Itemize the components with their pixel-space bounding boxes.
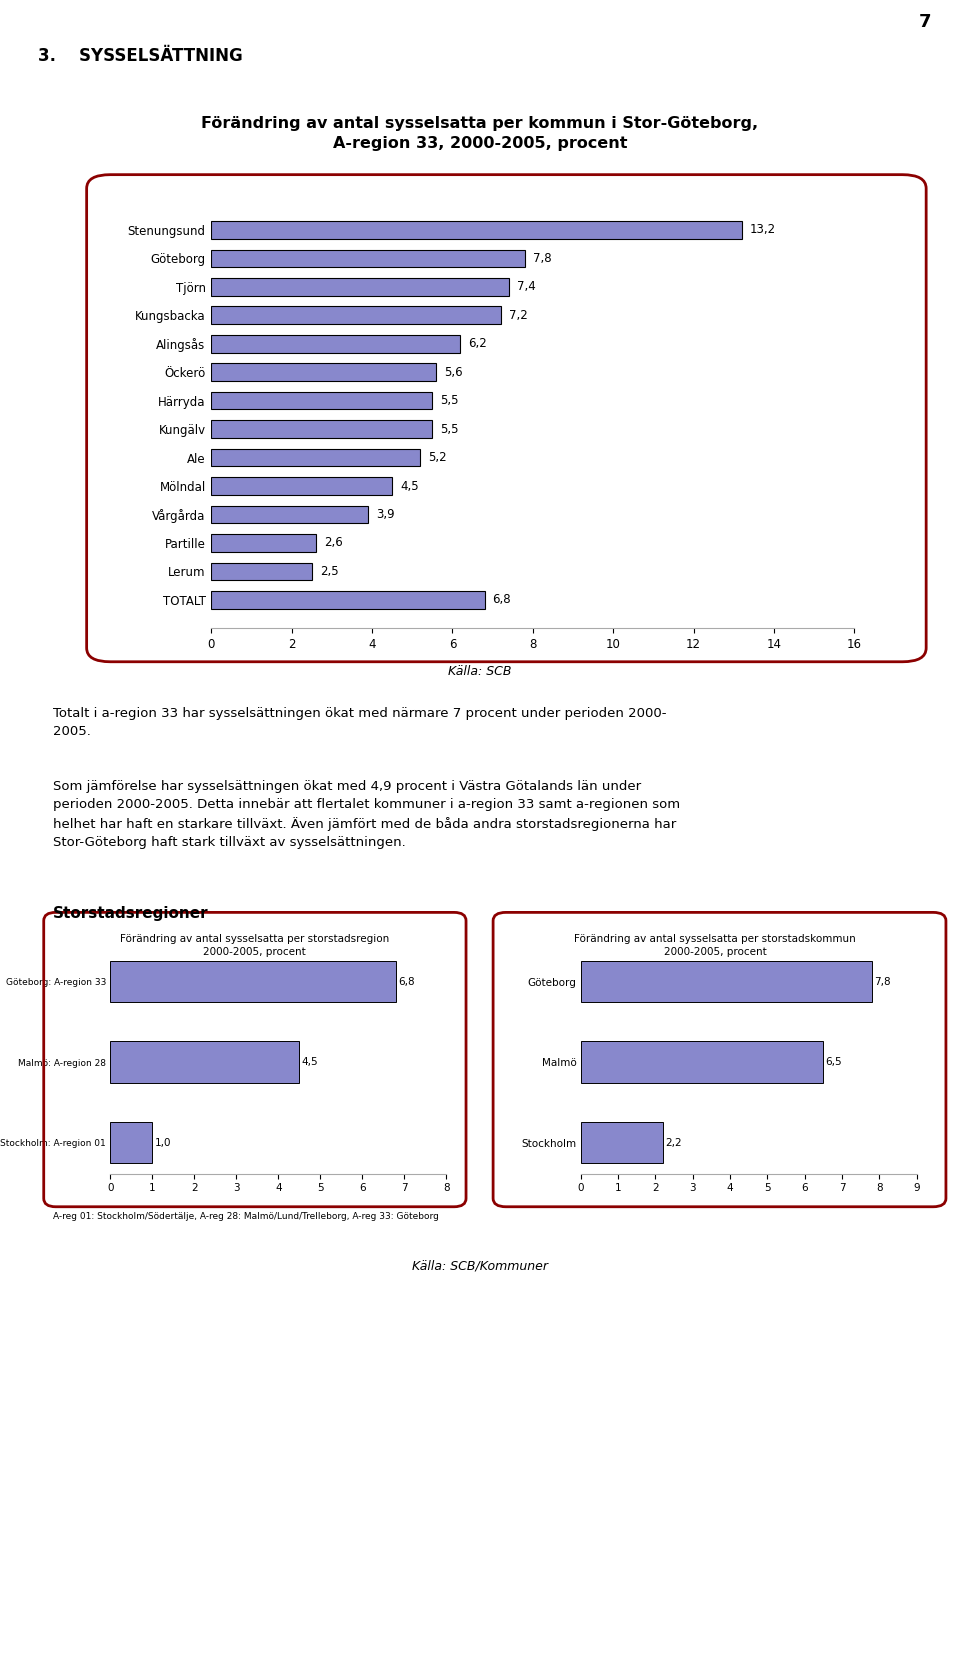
Text: 2,2: 2,2	[665, 1137, 682, 1147]
Text: 6,2: 6,2	[468, 337, 488, 350]
Text: 2,5: 2,5	[320, 565, 338, 579]
Text: 7,8: 7,8	[533, 251, 551, 264]
Text: Förändring av antal sysselsatta per storstadsregion
2000-2005, procent: Förändring av antal sysselsatta per stor…	[120, 934, 389, 957]
Bar	[211, 250, 525, 268]
Text: 6,8: 6,8	[398, 977, 415, 987]
Bar	[211, 222, 742, 238]
Bar	[211, 448, 420, 466]
Bar	[211, 420, 432, 438]
Text: Förändring av antal sysselsatta per kommun i Stor-Göteborg,
A-region 33, 2000-20: Förändring av antal sysselsatta per komm…	[202, 116, 758, 150]
Bar	[211, 364, 436, 382]
Text: 5,2: 5,2	[428, 451, 447, 464]
Bar	[211, 392, 432, 410]
Bar	[211, 336, 461, 352]
Bar	[581, 1041, 824, 1083]
Text: 6,5: 6,5	[826, 1056, 842, 1068]
Text: Källa: SCB: Källa: SCB	[448, 665, 512, 678]
Text: 1,0: 1,0	[155, 1137, 172, 1147]
Text: 6,8: 6,8	[492, 593, 512, 607]
Bar	[211, 306, 501, 324]
Text: Som jämförelse har sysselsättningen ökat med 4,9 procent i Västra Götalands län : Som jämförelse har sysselsättningen ökat…	[53, 780, 680, 848]
Text: 7: 7	[919, 13, 931, 31]
Text: 3.    SYSSELSÄTTNING: 3. SYSSELSÄTTNING	[38, 48, 243, 64]
Bar	[581, 1122, 663, 1164]
Bar	[211, 562, 312, 580]
Bar	[110, 960, 396, 1002]
Text: 4,5: 4,5	[400, 479, 419, 493]
Text: 4,5: 4,5	[301, 1056, 319, 1068]
Text: 7,8: 7,8	[875, 977, 891, 987]
Text: 7,2: 7,2	[509, 309, 527, 322]
Text: 3,9: 3,9	[376, 507, 395, 521]
Bar	[581, 960, 872, 1002]
Bar	[211, 278, 509, 296]
Text: Storstadsregioner: Storstadsregioner	[53, 906, 208, 921]
Text: 5,5: 5,5	[441, 423, 459, 436]
Text: Förändring av antal sysselsatta per storstadskommun
2000-2005, procent: Förändring av antal sysselsatta per stor…	[574, 934, 856, 957]
Text: 13,2: 13,2	[750, 223, 776, 236]
Bar	[211, 592, 485, 608]
Bar	[110, 1041, 300, 1083]
Text: 2,6: 2,6	[324, 537, 343, 549]
Bar	[211, 506, 368, 524]
Text: 5,5: 5,5	[441, 393, 459, 407]
Text: Källa: SCB/Kommuner: Källa: SCB/Kommuner	[412, 1260, 548, 1273]
Bar	[110, 1122, 153, 1164]
Bar	[211, 534, 316, 552]
Bar	[211, 478, 392, 494]
Text: 5,6: 5,6	[444, 365, 463, 379]
Text: A-reg 01: Stockholm/Södertälje, A-reg 28: Malmö/Lund/Trelleborg, A-reg 33: Göteb: A-reg 01: Stockholm/Södertälje, A-reg 28…	[53, 1212, 439, 1220]
Text: 7,4: 7,4	[516, 281, 536, 293]
Text: Totalt i a-region 33 har sysselsättningen ökat med närmare 7 procent under perio: Totalt i a-region 33 har sysselsättninge…	[53, 707, 666, 739]
